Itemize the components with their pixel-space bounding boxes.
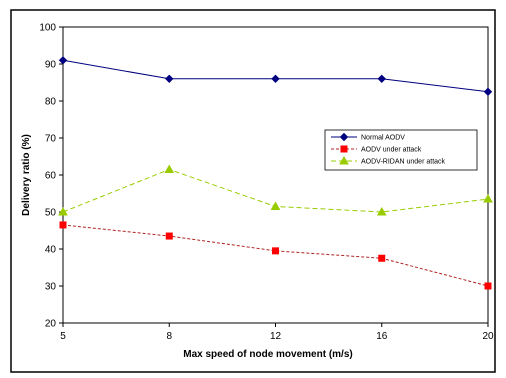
x-tick-label: 5 bbox=[60, 331, 66, 342]
x-axis: 5 8 12 16 20 bbox=[60, 323, 494, 342]
data-point bbox=[270, 201, 281, 210]
legend-entry-label: Normal AODV bbox=[361, 135, 405, 142]
y-tick-label: 20 bbox=[45, 319, 57, 330]
y-tick-label: 80 bbox=[45, 97, 57, 108]
data-point bbox=[376, 206, 387, 216]
series-1 bbox=[59, 221, 492, 290]
data-point bbox=[377, 74, 386, 84]
data-point bbox=[483, 87, 493, 96]
y-tick-label: 100 bbox=[39, 23, 56, 34]
data-point bbox=[378, 254, 386, 262]
data-point bbox=[58, 56, 68, 65]
legend-swatch-marker bbox=[339, 155, 349, 165]
series-2 bbox=[58, 164, 493, 216]
legend-entry-label: AODV under attack bbox=[361, 147, 422, 154]
data-point bbox=[484, 282, 492, 290]
legend-entries: Normal AODV AODV under attack AODV-RIDAN u… bbox=[331, 132, 446, 166]
legend-swatch-marker bbox=[339, 132, 349, 142]
series-line bbox=[62, 224, 489, 287]
legend-entry-label: AODV-RIDAN under attack bbox=[361, 159, 446, 166]
y-tick-label: 70 bbox=[45, 134, 57, 145]
y-tick-label: 60 bbox=[45, 171, 57, 182]
y-tick-label: 40 bbox=[45, 245, 57, 256]
data-point bbox=[164, 164, 175, 173]
y-tick-label: 90 bbox=[45, 60, 57, 71]
y-tick-label: 50 bbox=[45, 208, 57, 219]
legend-swatch-marker bbox=[340, 145, 348, 153]
series-layer bbox=[58, 56, 493, 290]
series-0 bbox=[58, 56, 493, 96]
data-point bbox=[272, 247, 279, 255]
x-tick-label: 8 bbox=[166, 331, 172, 342]
y-axis: 20 30 40 50 60 70 80 90 100 bbox=[39, 23, 63, 330]
x-tick-label: 16 bbox=[376, 331, 388, 342]
data-point bbox=[59, 221, 67, 229]
data-point bbox=[165, 232, 173, 240]
y-tick-label: 30 bbox=[45, 282, 57, 293]
data-point bbox=[271, 74, 280, 84]
outer-frame bbox=[10, 9, 496, 373]
legend: Normal AODV AODV under attack AODV-RIDAN u… bbox=[324, 129, 478, 171]
data-point bbox=[483, 194, 493, 203]
data-point bbox=[58, 206, 68, 216]
data-point bbox=[165, 74, 174, 84]
x-tick-label: 12 bbox=[270, 331, 282, 342]
x-axis-label: Max speed of node movement (m/s) bbox=[183, 349, 352, 360]
x-tick-label: 20 bbox=[482, 331, 494, 342]
y-axis-label: Delivery ratio (%) bbox=[21, 134, 32, 216]
